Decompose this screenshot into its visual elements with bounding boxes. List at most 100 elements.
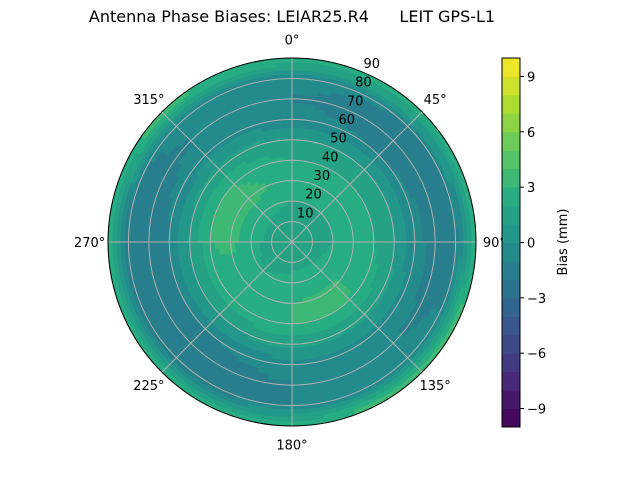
contour-cell bbox=[360, 235, 366, 243]
contour-cell bbox=[283, 147, 293, 153]
contour-cell bbox=[201, 241, 207, 251]
colorbar-band bbox=[502, 113, 520, 133]
contour-cell bbox=[291, 188, 297, 194]
contour-cell bbox=[291, 286, 297, 292]
colorbar-tick-label: 9 bbox=[527, 70, 535, 85]
colorbar-band bbox=[502, 390, 520, 410]
contour-cell bbox=[344, 236, 350, 243]
colorbar-band bbox=[502, 205, 520, 225]
contour-cell bbox=[401, 231, 407, 243]
radial-tick-label: 50 bbox=[330, 132, 347, 147]
colorbar-band bbox=[502, 168, 520, 188]
contour-cell bbox=[281, 351, 293, 357]
angle-tick-label: 225° bbox=[133, 379, 164, 394]
contour-cell bbox=[281, 127, 293, 133]
contour-cell bbox=[283, 331, 293, 337]
contour-cell bbox=[242, 241, 248, 247]
contour-cell bbox=[283, 327, 293, 333]
angle-tick-label: 90° bbox=[483, 236, 506, 251]
colorbar-band bbox=[502, 224, 520, 243]
contour-cell bbox=[291, 351, 303, 357]
contour-cell bbox=[291, 131, 302, 137]
contour-cell bbox=[328, 238, 334, 243]
contour-cell bbox=[197, 233, 203, 243]
contour-cell bbox=[365, 241, 370, 250]
contour-cell bbox=[201, 233, 207, 243]
colorbar-band bbox=[502, 279, 520, 299]
contour-cell bbox=[291, 143, 301, 149]
colorbar-band bbox=[502, 408, 520, 428]
contour-cell bbox=[283, 335, 293, 341]
radial-tick-label: 20 bbox=[305, 188, 322, 203]
radial-tick-label: 70 bbox=[347, 94, 364, 109]
contour-cell bbox=[285, 168, 293, 174]
contour-cell bbox=[340, 241, 346, 247]
contour-cell bbox=[365, 234, 370, 243]
contour-cell bbox=[291, 184, 298, 190]
contour-cell bbox=[222, 241, 228, 249]
colorbar-band bbox=[502, 334, 520, 354]
contour-cell bbox=[291, 294, 298, 300]
chart-title: Antenna Phase Biases: LEIAR25.R4 LEIT GP… bbox=[88, 7, 496, 26]
contour-cell bbox=[336, 237, 342, 243]
contour-cell bbox=[344, 241, 350, 248]
contour-cell bbox=[222, 235, 228, 243]
contour-cell bbox=[291, 347, 302, 353]
colorbar-band bbox=[502, 260, 520, 280]
contour-cell bbox=[291, 327, 301, 333]
colorbar-band bbox=[502, 150, 520, 170]
angle-tick-label: 135° bbox=[419, 379, 450, 394]
contour-cell bbox=[181, 232, 187, 243]
contour-cell bbox=[238, 241, 244, 247]
contour-cell bbox=[214, 234, 219, 243]
contour-cell bbox=[284, 164, 293, 169]
contour-cell bbox=[381, 241, 387, 251]
contour-cell bbox=[284, 315, 293, 320]
colorbar-band bbox=[502, 353, 520, 373]
contour-cell bbox=[285, 310, 293, 316]
contour-cell bbox=[360, 241, 366, 249]
contour-cell bbox=[218, 241, 224, 249]
colorbar-band bbox=[502, 297, 520, 317]
contour-cell bbox=[287, 290, 293, 296]
colorbar-band bbox=[502, 131, 520, 151]
contour-cell bbox=[356, 235, 362, 243]
contour-cell bbox=[385, 233, 391, 243]
contour-cell bbox=[287, 192, 293, 198]
colorbar-band bbox=[502, 316, 520, 336]
contour-cell bbox=[287, 188, 293, 194]
contour-cell bbox=[385, 241, 391, 251]
contour-cell bbox=[214, 241, 219, 250]
radial-tick-label: 90 bbox=[363, 57, 380, 72]
contour-cell bbox=[177, 241, 183, 253]
contour-cell bbox=[291, 127, 303, 133]
colorbar-tick-label: −6 bbox=[527, 347, 546, 362]
colorbar-band bbox=[502, 242, 520, 262]
contour-cell bbox=[291, 168, 299, 174]
colorbar-tick-label: 3 bbox=[527, 181, 535, 196]
contour-cell bbox=[286, 294, 293, 300]
contour-cell bbox=[291, 278, 296, 284]
colorbar-tick-label: −9 bbox=[527, 403, 546, 418]
contour-cell bbox=[287, 286, 293, 292]
contour-cell bbox=[356, 241, 362, 249]
contour-cell bbox=[193, 241, 199, 251]
contour-cell bbox=[291, 310, 299, 316]
colorbar-band bbox=[502, 371, 520, 391]
contour-cell bbox=[401, 241, 407, 253]
radial-tick-label: 40 bbox=[322, 150, 339, 165]
angle-tick-label: 45° bbox=[424, 93, 447, 108]
colorbar-label: Bias (mm) bbox=[556, 209, 571, 276]
contour-cell bbox=[282, 131, 293, 137]
contour-cell bbox=[285, 172, 293, 178]
contour-cell bbox=[291, 331, 301, 337]
contour-cell bbox=[291, 315, 300, 320]
colorbar-tick-label: −3 bbox=[527, 292, 546, 307]
tick-labels: 0° 45° 90° 135° 180° 225° 270° 315° 10 20 30 40 50 60… bbox=[74, 34, 506, 454]
contour-cell bbox=[283, 143, 293, 149]
contour-cell bbox=[397, 241, 403, 252]
radial-tick-label: 10 bbox=[297, 206, 314, 221]
colorbar: −9 −6 −3 0 3 6 9 Bias (mm) bbox=[501, 57, 571, 428]
contour-cell bbox=[291, 147, 301, 153]
